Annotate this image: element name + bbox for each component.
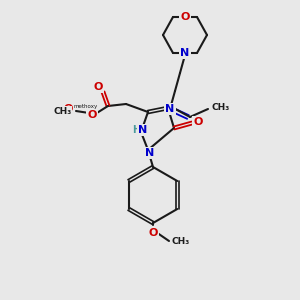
Text: O: O xyxy=(180,12,190,22)
Text: N: N xyxy=(180,48,190,58)
Text: CH₃: CH₃ xyxy=(171,236,189,245)
Text: CH₃: CH₃ xyxy=(212,103,230,112)
Text: O: O xyxy=(63,104,73,114)
Text: O: O xyxy=(93,82,103,92)
Text: N: N xyxy=(138,125,148,135)
Text: N: N xyxy=(146,148,154,158)
Text: O: O xyxy=(148,228,158,238)
Text: CH₃: CH₃ xyxy=(54,106,72,116)
Text: O: O xyxy=(193,117,203,127)
Text: H: H xyxy=(132,125,140,135)
Text: O: O xyxy=(87,110,97,120)
Text: N: N xyxy=(165,104,175,114)
Text: methoxy: methoxy xyxy=(74,104,98,109)
